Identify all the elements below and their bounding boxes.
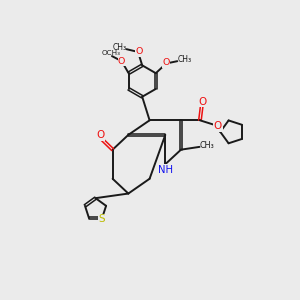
Text: O: O: [136, 47, 143, 56]
Text: OCH₃: OCH₃: [102, 50, 121, 56]
Text: CH₃: CH₃: [113, 43, 127, 52]
Text: O: O: [118, 57, 125, 66]
Text: O: O: [214, 121, 222, 131]
Text: S: S: [98, 214, 105, 224]
Text: CH₃: CH₃: [177, 55, 191, 64]
Text: O: O: [162, 58, 169, 67]
Text: O: O: [96, 130, 104, 140]
Text: O: O: [198, 97, 206, 106]
Text: NH: NH: [158, 165, 173, 175]
Text: CH₃: CH₃: [199, 142, 214, 151]
